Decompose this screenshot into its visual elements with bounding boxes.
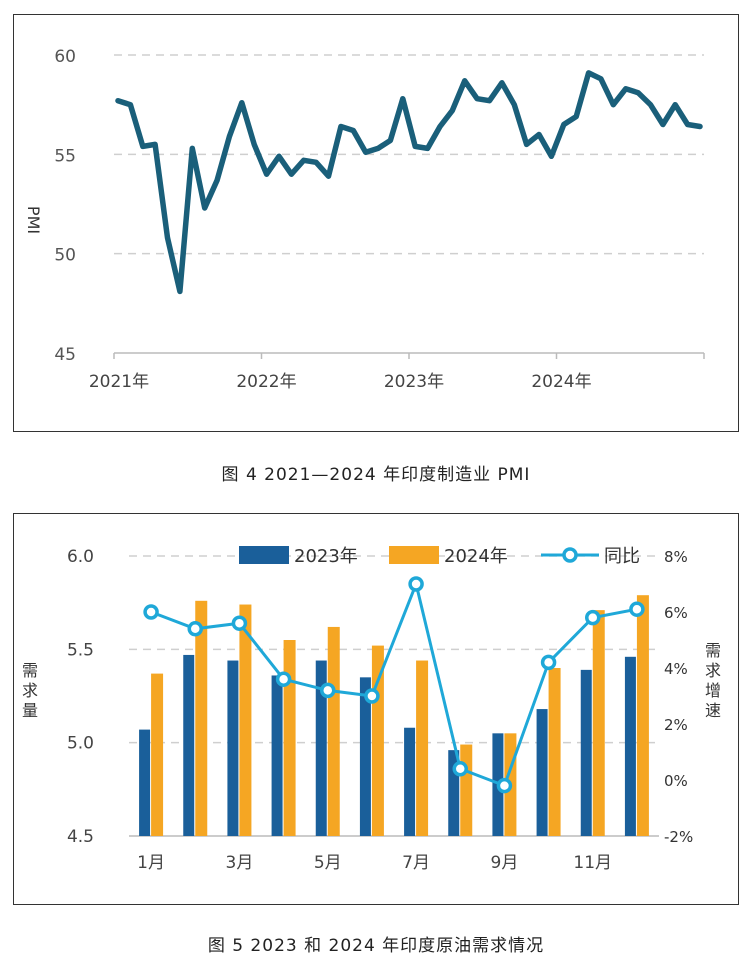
bar-2023 — [359, 677, 371, 836]
x-tick-label: 2022年 — [236, 372, 296, 392]
y-axis-label: PMI — [24, 206, 43, 234]
y2-tick-label: 6% — [664, 604, 688, 622]
yoy-marker — [320, 682, 336, 699]
y2-tick-label: 4% — [664, 660, 688, 678]
yoy-marker — [585, 609, 601, 626]
yoy-marker — [540, 654, 557, 671]
y-tick-label: 45 — [54, 345, 76, 365]
x-tick-label: 9月 — [491, 853, 519, 873]
bar-2024 — [239, 604, 252, 836]
bar-2024 — [548, 668, 561, 836]
yoy-marker — [629, 601, 645, 617]
pmi-chart-panel: 60 55 50 45 2021年 2022年 2023年 2024年 PMI — [13, 14, 739, 432]
bar-2024 — [636, 595, 649, 836]
y-tick-label: 6.0 — [67, 547, 94, 567]
bar-2024 — [327, 626, 340, 836]
y2-axis-label-char: 速 — [705, 701, 721, 720]
x-tick-label: 2024年 — [531, 372, 591, 392]
y-tick-label: 5.5 — [67, 640, 94, 660]
bar-2024 — [283, 640, 296, 836]
yoy-marker — [496, 777, 513, 794]
pmi-series-line — [115, 70, 703, 295]
bar-2024 — [416, 660, 429, 836]
yoy-marker — [231, 615, 248, 631]
yoy-marker — [452, 761, 468, 777]
yoy-marker — [143, 604, 159, 620]
y-axis-label-char: 量 — [22, 701, 38, 720]
bar-2023 — [404, 727, 416, 836]
y2-axis-label-char: 需 — [705, 641, 721, 660]
bar-2023 — [580, 669, 592, 836]
y2-axis-label-char: 求 — [705, 661, 721, 680]
y2-tick-label: -2% — [664, 828, 693, 846]
bar-2023 — [448, 750, 460, 836]
x-tick-label: 3月 — [226, 853, 254, 873]
y-tick-label: 5.0 — [67, 734, 94, 754]
yoy-marker — [275, 671, 292, 687]
bar-2023 — [227, 660, 239, 836]
bar-2023 — [271, 675, 283, 836]
y2-axis-label-char: 增 — [705, 681, 721, 700]
y2-tick-label: 2% — [664, 716, 688, 734]
legend-label-2023: 2023年 — [294, 546, 358, 567]
legend-label-2024: 2024年 — [444, 546, 508, 567]
oil-demand-chart-panel: 6.0 5.5 5.0 4.5 8% 6% 4% 2% 0% -2% 需求量需求增速 1月 3月 5月 7月… — [13, 513, 739, 905]
bar-2023 — [183, 654, 195, 836]
bar-2024 — [592, 610, 605, 836]
bar-2023 — [139, 729, 151, 836]
y-tick-label: 55 — [54, 146, 76, 166]
legend-swatch-2023 — [239, 546, 289, 564]
legend-swatch-2024 — [389, 546, 439, 564]
y-axis-label-char: 求 — [22, 681, 38, 700]
yoy-line — [150, 579, 638, 788]
yoy-marker — [408, 576, 424, 592]
yoy-marker — [364, 688, 380, 704]
y-tick-label: 4.5 — [67, 827, 94, 847]
y-tick-label: 60 — [54, 47, 76, 67]
figure4-caption: 图 4 2021—2024 年印度制造业 PMI — [221, 465, 531, 485]
bar-2023 — [315, 660, 327, 836]
legend-label-yoy: 同比 — [604, 546, 640, 567]
y-tick-label: 50 — [54, 246, 76, 266]
bar-2023 — [624, 656, 636, 836]
x-tick-label: 7月 — [402, 853, 430, 873]
x-tick-label: 11月 — [573, 853, 612, 873]
y2-tick-label: 0% — [664, 772, 688, 790]
x-tick-label: 5月 — [314, 853, 342, 873]
x-tick-label: 1月 — [137, 853, 165, 873]
bar-2024 — [195, 600, 208, 836]
bar-2024 — [460, 744, 473, 836]
x-tick-label: 2021年 — [89, 372, 149, 392]
bar-2023 — [536, 709, 548, 836]
x-tick-label: 2023年 — [384, 372, 444, 392]
y-axis-label-char: 需 — [22, 661, 38, 680]
legend-marker-yoy — [562, 547, 578, 563]
pmi-line-chart: 60 55 50 45 2021年 2022年 2023年 2024年 PMI — [24, 47, 705, 392]
figure5-caption: 图 5 2023 和 2024 年印度原油需求情况 — [207, 936, 545, 956]
y2-tick-label: 8% — [664, 548, 688, 566]
yoy-marker — [187, 621, 203, 637]
bar-2024 — [151, 673, 164, 836]
